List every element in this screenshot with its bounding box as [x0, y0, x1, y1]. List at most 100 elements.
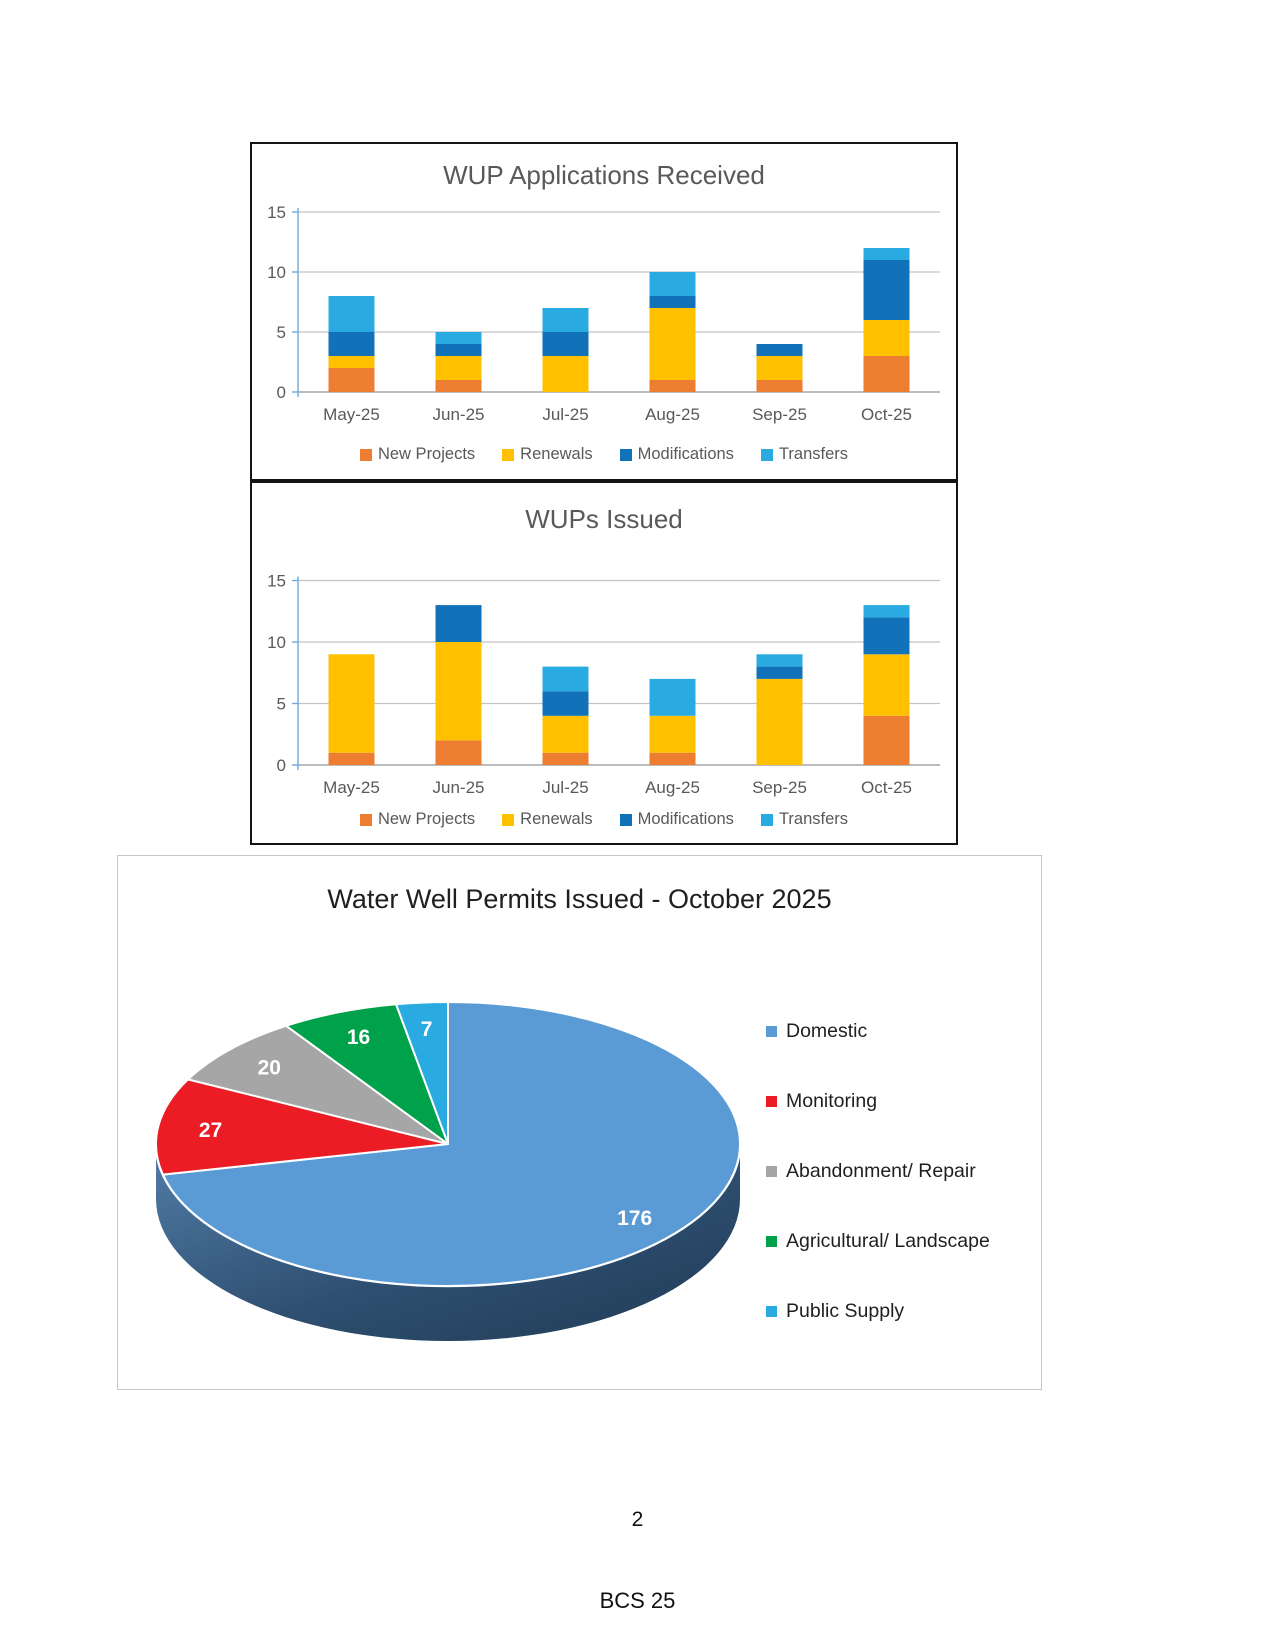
chart-legend: New Projects Renewals Modifications Transfe…	[252, 810, 956, 829]
bar-segment-transfers	[435, 332, 482, 344]
legend-label: Monitoring	[786, 1090, 878, 1112]
legend-swatch	[359, 448, 372, 461]
pie-slice-public-supply	[395, 1001, 449, 1145]
bar-segment-modifications	[542, 332, 589, 356]
legend-item: New Projects	[359, 810, 476, 829]
legend-item: Modifications	[619, 445, 734, 464]
x-axis-category-label: Oct-25	[861, 405, 912, 424]
pie-slice-value: 176	[617, 1207, 652, 1230]
bar-segment-modifications	[649, 296, 696, 308]
legend-swatch	[359, 813, 372, 826]
bar-segment-new-projects	[863, 715, 910, 765]
bar-segment-renewals	[542, 715, 589, 753]
y-axis-tick-label: 0	[277, 756, 286, 775]
x-axis-category-label: Jul-25	[542, 778, 588, 797]
chart-title: Water Well Permits Issued - October 2025	[327, 884, 832, 914]
x-axis-category-label: Jul-25	[542, 405, 588, 424]
bar-segment-new-projects	[435, 380, 482, 392]
legend-label: Modifications	[637, 445, 734, 463]
page-number: 2	[631, 1508, 644, 1531]
legend-label: Agricultural/ Landscape	[786, 1230, 990, 1252]
bar-segment-new-projects	[328, 752, 375, 765]
pie-slice-monitoring	[155, 1078, 449, 1176]
legend-label: New Projects	[377, 810, 476, 828]
bar-segment-modifications	[542, 691, 589, 716]
y-axis-tick-label: 15	[267, 203, 286, 222]
x-axis-category-label: Aug-25	[645, 405, 700, 424]
water-well-permits-pie-chart: Water Well Permits Issued - October 2025…	[117, 855, 1042, 1390]
bar-segment-modifications	[435, 605, 482, 642]
wups-issued-plot: 0 5 10 15 May-25 Jun-25 Jul-25 Aug-25 Sep-25 Oct-…	[267, 572, 940, 797]
bar-segment-transfers	[649, 272, 696, 296]
legend-item: Transfers	[760, 445, 849, 464]
legend-item: Renewals	[502, 445, 593, 464]
bar-segment-modifications	[863, 260, 910, 320]
bar-segment-new-projects	[542, 752, 589, 765]
x-axis-category-label: Jun-25	[433, 405, 485, 424]
x-axis-category-label: Sep-25	[752, 405, 807, 424]
bar-segment-transfers	[542, 666, 589, 692]
legend-label: Abandonment/ Repair	[786, 1160, 976, 1182]
bar-segment-renewals	[435, 642, 482, 741]
water-well-permits-pie: 176 27 20 16 7	[154, 1001, 742, 1341]
legend-swatch	[766, 1096, 777, 1107]
pie-slice-value: 16	[347, 1026, 370, 1049]
legend-item: Modifications	[619, 810, 734, 829]
legend-item: Public Supply	[766, 1300, 990, 1323]
bar-segment-modifications	[756, 666, 803, 679]
bar-segment-renewals	[542, 356, 589, 392]
bar-segment-renewals	[649, 715, 696, 753]
y-axis-tick-label: 0	[277, 383, 286, 402]
bar-segment-transfers	[649, 678, 696, 716]
bar-segment-renewals	[756, 356, 803, 380]
legend-swatch	[766, 1236, 777, 1247]
bar-segment-new-projects	[649, 752, 696, 765]
legend-item: Domestic	[766, 1020, 990, 1043]
x-axis-category-label: Aug-25	[645, 778, 700, 797]
legend-label: Transfers	[778, 810, 849, 828]
y-axis-tick-label: 5	[277, 323, 286, 342]
bar-segment-new-projects	[649, 380, 696, 392]
y-axis-tick-label: 5	[277, 695, 286, 714]
bar-segment-renewals	[328, 654, 375, 753]
pie-slice-domestic	[161, 1001, 741, 1287]
bar-segment-renewals	[435, 356, 482, 380]
legend-swatch	[766, 1026, 777, 1037]
legend-label: Transfers	[778, 445, 849, 463]
legend-label: Domestic	[786, 1020, 868, 1042]
legend-item: Monitoring	[766, 1090, 990, 1113]
bar-segment-renewals	[863, 320, 910, 356]
bar-segment-renewals	[863, 654, 910, 716]
legend-item: New Projects	[359, 445, 475, 464]
legend-swatch	[619, 448, 632, 461]
x-axis-category-label: Sep-25	[752, 778, 807, 797]
y-axis-tick-label: 15	[267, 572, 286, 591]
pie-slice-value: 27	[199, 1119, 222, 1142]
legend-swatch	[760, 813, 773, 826]
legend-label: Renewals	[520, 445, 593, 463]
wup-applications-plot: 0 5 10 15 May-25 Jun-25 Jul-25 Aug-25 Sep-25 Oct-…	[267, 203, 940, 424]
y-axis-tick-label: 10	[267, 263, 286, 282]
legend-item: Agricultural/ Landscape	[766, 1230, 990, 1253]
pie-slice-value: 20	[258, 1057, 281, 1080]
y-axis-tick-label: 10	[267, 633, 286, 652]
chart-legend: New Projects Renewals Modifications Transfe…	[252, 445, 956, 464]
x-axis-category-label: May-25	[323, 405, 380, 424]
bar-segment-transfers	[542, 308, 589, 332]
legend-swatch	[502, 813, 515, 826]
bar-segment-transfers	[863, 248, 910, 260]
x-axis-category-label: Oct-25	[861, 778, 912, 797]
footer-text: BCS 25	[599, 1588, 676, 1613]
bar-segment-modifications	[756, 344, 803, 356]
legend-swatch	[766, 1166, 777, 1177]
chart-title: WUP Applications Received	[443, 160, 765, 190]
x-axis-category-label: Jun-25	[433, 778, 485, 797]
legend-swatch	[502, 448, 515, 461]
wups-issued-chart: WUPs Issued 0 5 10 15 May-25 Jun-25 Jul-25 Aug-…	[250, 481, 958, 845]
legend-swatch	[619, 813, 632, 826]
bar-segment-new-projects	[435, 740, 482, 765]
pie-legend: Domestic Monitoring Abandonment/ Repair Agr…	[766, 1020, 990, 1323]
bar-segment-new-projects	[328, 368, 375, 392]
bar-segment-modifications	[328, 332, 375, 356]
bar-segment-new-projects	[756, 380, 803, 392]
